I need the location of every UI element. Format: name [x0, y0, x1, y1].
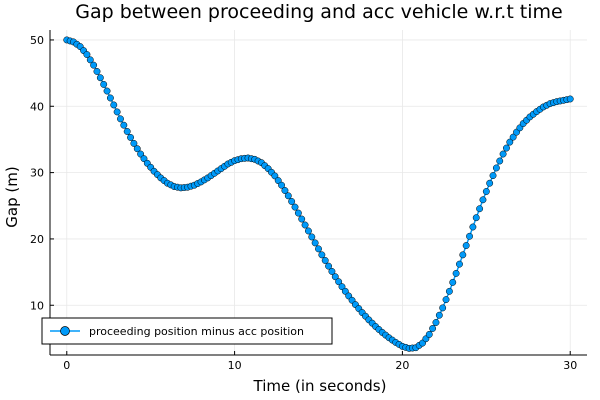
data-point — [503, 144, 510, 152]
data-point — [476, 205, 484, 213]
data-point — [425, 330, 433, 338]
data-point — [321, 257, 329, 264]
y-axis-label: Gap (m) — [3, 166, 21, 227]
data-point — [492, 164, 500, 172]
data-point — [291, 203, 299, 211]
data-point — [271, 172, 279, 180]
x-tick-label: 0 — [63, 359, 70, 372]
data-point — [274, 177, 282, 185]
data-point — [466, 232, 473, 240]
data-point — [106, 94, 114, 102]
data-point — [472, 214, 480, 222]
data-point — [117, 115, 124, 123]
data-point — [482, 188, 490, 195]
data-point — [456, 260, 463, 268]
data-point — [496, 157, 504, 165]
data-point — [499, 150, 507, 158]
data-point — [127, 133, 135, 141]
axes — [49, 30, 587, 356]
y-tick-label: 30 — [30, 167, 44, 180]
data-point — [113, 108, 121, 116]
y-tick-label: 20 — [30, 233, 44, 246]
data-point — [311, 239, 319, 247]
data-point — [318, 251, 326, 259]
data-point — [439, 304, 447, 312]
data-point — [288, 198, 296, 205]
data-point — [566, 95, 574, 103]
y-tick-label: 10 — [30, 299, 44, 312]
data-point — [429, 325, 437, 332]
data-point — [137, 150, 145, 158]
data-point — [86, 56, 94, 64]
data-point — [509, 133, 517, 141]
data-point — [278, 181, 286, 189]
data-point — [442, 296, 450, 304]
data-point — [93, 68, 101, 75]
data-point — [445, 287, 453, 295]
data-point — [123, 128, 131, 135]
y-tick-label: 40 — [30, 100, 44, 113]
data-point — [435, 311, 443, 319]
data-point — [462, 242, 470, 250]
legend-label: proceeding position minus acc position — [89, 325, 304, 338]
data-point — [133, 145, 141, 153]
data-point — [100, 80, 108, 88]
data-point — [120, 121, 128, 129]
x-tick-label: 10 — [228, 359, 242, 372]
data-point — [298, 215, 306, 223]
data-point — [328, 267, 336, 275]
data-point — [83, 51, 91, 58]
x-tick-label: 20 — [395, 359, 409, 372]
data-point — [96, 74, 104, 82]
grid — [50, 30, 587, 355]
data-point — [308, 233, 316, 241]
data-point — [315, 245, 322, 253]
data-point — [140, 155, 148, 163]
legend-marker — [60, 326, 70, 336]
data-point — [432, 319, 440, 326]
x-tick-label: 30 — [563, 359, 577, 372]
data-point — [301, 221, 309, 229]
data-point — [90, 61, 98, 69]
data-point — [281, 187, 289, 194]
data-point — [459, 251, 467, 259]
y-tick-label: 50 — [30, 34, 44, 47]
data-point — [130, 139, 138, 147]
data-point — [489, 172, 497, 180]
data-point — [284, 192, 292, 200]
data-point — [449, 278, 457, 286]
data-point — [486, 179, 494, 187]
legend-box — [41, 317, 333, 345]
data-point — [325, 262, 333, 270]
chart-title: Gap between proceeding and acc vehicle w… — [75, 1, 562, 23]
x-axis-label: Time (in seconds) — [253, 377, 387, 395]
data-point — [103, 87, 111, 95]
data-point — [304, 227, 312, 235]
legend: proceeding position minus acc position — [41, 317, 333, 345]
data-point — [331, 273, 339, 281]
data-point — [469, 223, 477, 231]
data-point — [479, 196, 487, 204]
data-point — [341, 287, 349, 295]
data-point — [338, 283, 346, 291]
data-point — [110, 101, 118, 109]
data-point — [294, 209, 302, 217]
data-point — [452, 269, 460, 277]
data-point — [335, 278, 343, 286]
tick-labels: 0 10 20 30 10 20 30 40 50 — [30, 34, 577, 372]
series-line — [66, 39, 571, 350]
data-series — [63, 36, 574, 352]
data-point — [506, 138, 514, 146]
